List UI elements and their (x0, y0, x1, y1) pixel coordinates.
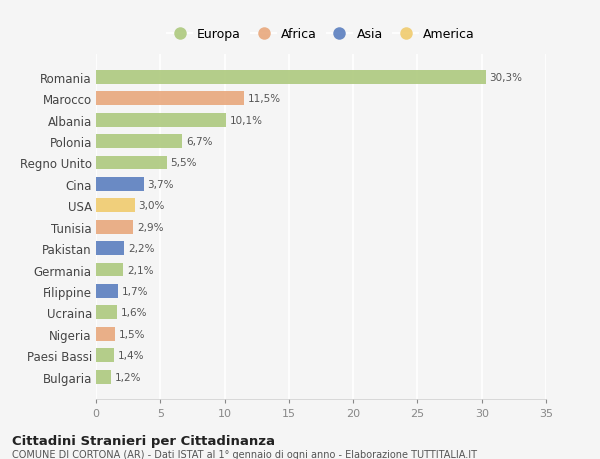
Bar (96, 156, 167, 170)
Text: 30,3%: 30,3% (490, 73, 523, 83)
Text: 3,0%: 3,0% (139, 201, 165, 211)
Bar (96, 348, 114, 362)
Bar (96, 263, 123, 277)
Bar (96, 178, 143, 191)
Bar (96, 220, 133, 234)
Text: 1,2%: 1,2% (115, 372, 142, 382)
Text: 5,5%: 5,5% (170, 158, 197, 168)
Bar (96, 199, 134, 213)
Legend: Europa, Africa, Asia, America: Europa, Africa, Asia, America (162, 23, 480, 46)
Text: 1,6%: 1,6% (121, 308, 147, 318)
Text: 2,9%: 2,9% (137, 222, 164, 232)
Text: COMUNE DI CORTONA (AR) - Dati ISTAT al 1° gennaio di ogni anno - Elaborazione TU: COMUNE DI CORTONA (AR) - Dati ISTAT al 1… (12, 449, 477, 459)
Bar (96, 284, 118, 298)
Bar (96, 306, 116, 319)
Text: Cittadini Stranieri per Cittadinanza: Cittadini Stranieri per Cittadinanza (12, 434, 275, 447)
Text: 2,1%: 2,1% (127, 265, 154, 275)
Text: 1,5%: 1,5% (119, 329, 146, 339)
Text: 2,2%: 2,2% (128, 244, 155, 253)
Bar (96, 71, 485, 84)
Text: 3,7%: 3,7% (148, 179, 174, 190)
Bar (96, 327, 115, 341)
Text: 1,7%: 1,7% (122, 286, 148, 296)
Bar (96, 135, 182, 149)
Text: 11,5%: 11,5% (248, 94, 281, 104)
Bar (96, 241, 124, 256)
Bar (96, 370, 112, 384)
Bar (96, 92, 244, 106)
Text: 10,1%: 10,1% (230, 115, 263, 125)
Text: 6,7%: 6,7% (186, 137, 212, 147)
Text: 1,4%: 1,4% (118, 350, 145, 360)
Bar (96, 113, 226, 127)
